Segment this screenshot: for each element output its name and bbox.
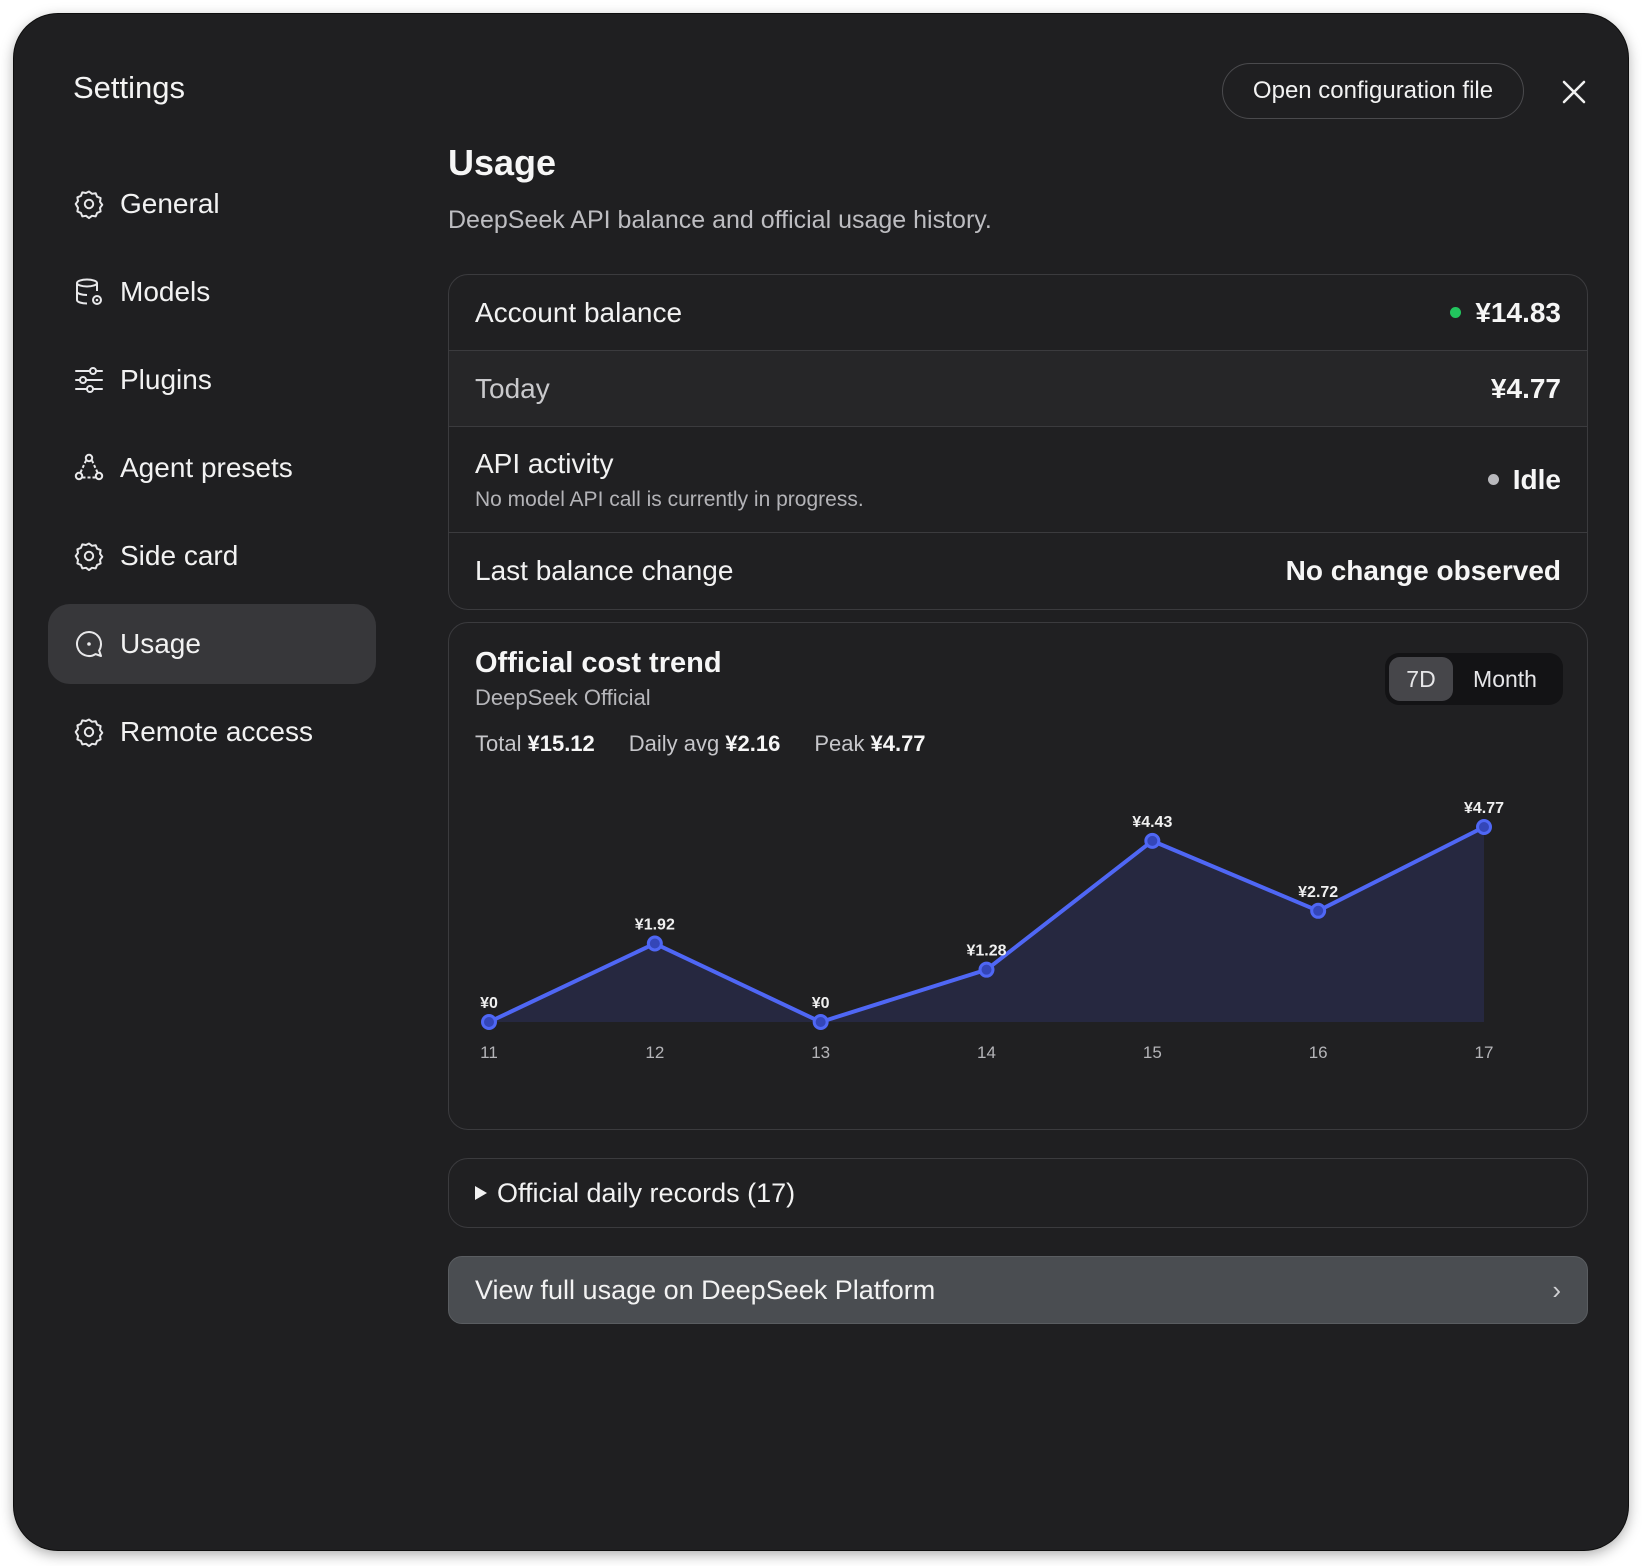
page-subtitle: DeepSeek API balance and official usage … <box>448 206 992 234</box>
api-activity-label: API activity <box>475 447 614 479</box>
today-label: Today <box>475 372 550 404</box>
sidebar-item-agent-presets[interactable]: Agent presets <box>48 428 376 508</box>
chart-data-label: ¥1.28 <box>966 943 1006 960</box>
chart-data-label: ¥0 <box>480 995 498 1012</box>
chart-point[interactable] <box>812 1014 829 1030</box>
sidebar-item-usage[interactable]: Usage <box>48 604 376 684</box>
close-icon[interactable] <box>1556 74 1592 110</box>
cost-trend-chart: ¥0 11 ¥1.92 12 ¥0 13 ¥1.28 14 ¥4.43 15 ¥2.72 16 ¥4.7… <box>480 800 1504 1062</box>
stat-total: Total ¥15.12 <box>475 731 595 756</box>
stat-daily-avg-value: ¥2.16 <box>725 731 781 756</box>
daily-records-toggle[interactable]: Official daily records (17) <box>448 1158 1588 1228</box>
account-balance-amount: ¥14.83 <box>1475 296 1561 328</box>
gear-icon <box>72 539 106 573</box>
chart-x-tick-label: 14 <box>977 1043 996 1062</box>
chart-source: DeepSeek Official <box>475 685 651 710</box>
chart-x-tick-label: 15 <box>1143 1043 1162 1062</box>
sidebar-item-label: Remote access <box>120 716 313 747</box>
chart-point[interactable] <box>1310 902 1327 919</box>
settings-window: Settings Open configuration file General… <box>14 14 1628 1550</box>
sidebar-item-label: Models <box>120 276 211 307</box>
usage-panel: Usage DeepSeek API balance and official … <box>448 142 1588 1324</box>
chart-x-tick-label: 11 <box>480 1043 498 1062</box>
database-gear-icon <box>72 275 106 309</box>
status-dot-icon <box>1450 307 1462 318</box>
chart-x-tick-label: 16 <box>1309 1043 1328 1062</box>
sidebar-item-label: General <box>120 188 220 219</box>
sidebar-item-plugins[interactable]: Plugins <box>48 340 376 420</box>
usage-chat-icon <box>72 627 106 661</box>
daily-records-label: Official daily records (17) <box>497 1177 796 1208</box>
chart-x-tick-label: 12 <box>645 1043 664 1062</box>
gear-icon <box>72 187 106 221</box>
range-7d-button[interactable]: 7D <box>1389 657 1453 701</box>
stat-peak: Peak ¥4.77 <box>814 731 926 756</box>
page-title: Usage <box>448 142 557 183</box>
sidebar-item-remote-access[interactable]: Remote access <box>48 692 376 772</box>
stat-daily-avg: Daily avg ¥2.16 <box>628 731 781 756</box>
sidebar: General Models Plugins Agent presets Sid… <box>48 164 376 780</box>
cost-trend-card: Official cost trend DeepSeek Official 7D… <box>448 622 1588 1130</box>
today-row: Today ¥4.77 <box>449 351 1587 427</box>
view-platform-button[interactable]: View full usage on DeepSeek Platform › <box>448 1256 1588 1324</box>
api-activity-status: Idle <box>1487 463 1561 496</box>
last-balance-change-row: Last balance change No change observed <box>449 533 1587 609</box>
chart-point[interactable] <box>1476 819 1492 835</box>
status-dot-icon <box>1487 474 1499 485</box>
triangle-right-icon <box>475 1186 487 1200</box>
chart-point[interactable] <box>646 935 663 952</box>
chart-area <box>489 827 1484 1022</box>
chart-point[interactable] <box>481 1014 497 1030</box>
range-toggle: 7D Month <box>1385 653 1563 705</box>
chart-data-label: ¥4.43 <box>1132 814 1172 831</box>
stat-peak-value: ¥4.77 <box>870 731 926 756</box>
range-month-button[interactable]: Month <box>1473 665 1537 692</box>
chevron-right-icon: › <box>1552 1274 1561 1305</box>
chart-data-label: ¥1.92 <box>635 917 675 934</box>
today-value: ¥4.77 <box>1490 372 1561 404</box>
sidebar-item-label: Agent presets <box>120 452 293 483</box>
sidebar-item-label: Plugins <box>120 364 212 395</box>
sidebar-item-general[interactable]: General <box>48 164 376 244</box>
chart-point[interactable] <box>1144 832 1161 849</box>
chart-data-label: ¥0 <box>812 995 830 1012</box>
sidebar-item-label: Usage <box>120 628 201 659</box>
trend-stats: Total ¥15.12 Daily avg ¥2.16 Peak ¥4.77 <box>475 731 960 757</box>
open-config-button[interactable]: Open configuration file <box>1222 63 1524 119</box>
api-activity-description: No model API call is currently in progre… <box>475 487 864 511</box>
last-balance-change-value: No change observed <box>1285 555 1561 586</box>
sliders-icon <box>72 363 106 397</box>
chart-data-label: ¥2.72 <box>1298 884 1338 901</box>
agent-network-icon <box>72 451 106 485</box>
api-activity-value: Idle <box>1512 463 1561 495</box>
chart-title: Official cost trend <box>475 647 722 679</box>
sidebar-item-side-card[interactable]: Side card <box>48 516 376 596</box>
account-balance-row: Account balance ¥14.83 <box>449 275 1587 351</box>
last-balance-change-label: Last balance change <box>475 555 734 586</box>
sidebar-item-models[interactable]: Models <box>48 252 376 332</box>
settings-title: Settings <box>73 70 186 105</box>
sidebar-item-label: Side card <box>120 540 239 571</box>
chart-x-tick-label: 17 <box>1475 1043 1494 1062</box>
api-activity-row: API activity No model API call is curren… <box>449 427 1587 533</box>
chart-point[interactable] <box>978 961 995 978</box>
account-balance-label: Account balance <box>475 296 683 328</box>
stat-total-value: ¥15.12 <box>527 731 595 756</box>
balance-card: Account balance ¥14.83 Today ¥4.77 API a… <box>448 274 1588 610</box>
account-balance-value: ¥14.83 <box>1450 297 1561 329</box>
view-platform-label: View full usage on DeepSeek Platform <box>475 1274 936 1305</box>
chart-x-tick-label: 13 <box>811 1043 830 1062</box>
gear-icon <box>72 715 106 749</box>
chart-data-label: ¥4.77 <box>1464 800 1504 817</box>
